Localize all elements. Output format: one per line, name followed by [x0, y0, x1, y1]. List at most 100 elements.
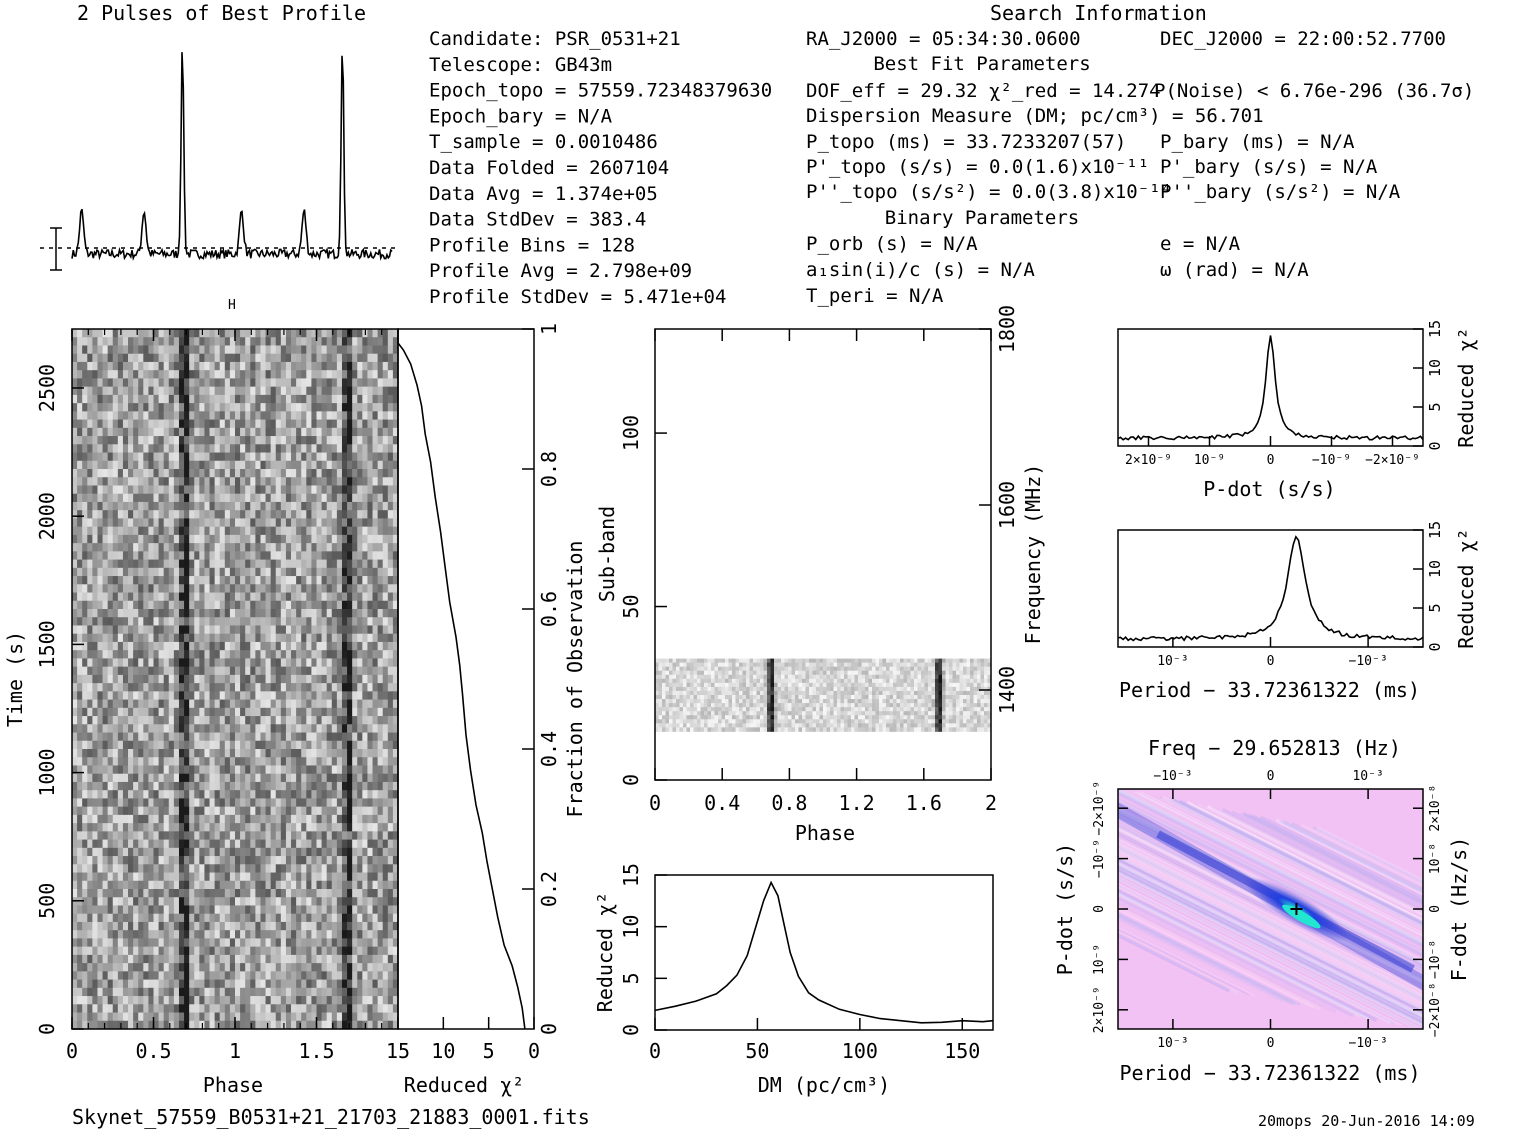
heat-cell [219, 963, 226, 972]
heat-cell [97, 880, 103, 890]
heat-cell [285, 666, 292, 676]
heat-cell [245, 790, 251, 799]
heat-cell [336, 954, 343, 964]
heat-cell [285, 609, 292, 618]
heat-cell [224, 864, 231, 873]
heat-cell [382, 625, 389, 635]
heat-cell [112, 403, 119, 412]
heat-cell [209, 938, 216, 948]
heat-cell [158, 600, 165, 610]
heat-cell [117, 823, 124, 832]
heat-cell [107, 378, 114, 388]
heat-cell [280, 823, 287, 832]
heat-cell [122, 930, 129, 939]
heat-cell [367, 469, 373, 478]
heat-cell [316, 526, 322, 536]
heat-cell [352, 889, 358, 898]
heat-cell [214, 361, 221, 371]
heat-cell [153, 592, 159, 602]
heat-cell [382, 814, 389, 824]
heat-cell [82, 740, 88, 750]
heat-cell [133, 485, 139, 495]
heat-cell [102, 864, 109, 873]
heat-cell [92, 691, 98, 700]
heat-cell [250, 732, 256, 742]
heat-cell [173, 617, 180, 626]
heat-cell [199, 872, 205, 882]
heat-cell [102, 436, 109, 445]
heat-cell [377, 773, 384, 783]
heat-cell [280, 625, 287, 635]
heat-cell [352, 518, 358, 528]
heat-cell [311, 576, 317, 585]
heat-cell [301, 749, 307, 758]
heat-cell [255, 716, 261, 725]
heat-cell [357, 856, 363, 865]
heat-cell [296, 609, 302, 618]
heat-cell [382, 452, 389, 462]
heat-cell [173, 567, 180, 577]
heat-cell [357, 905, 363, 915]
heat-cell [82, 469, 88, 478]
heat-cell [72, 485, 78, 495]
heat-cell [112, 609, 119, 618]
heat-cell [184, 749, 190, 758]
heat-cell [107, 518, 114, 528]
heat-cell [97, 617, 103, 626]
heat-cell [260, 724, 266, 733]
heat-cell [214, 880, 221, 890]
heat-cell [280, 469, 287, 478]
heat-cell [316, 576, 322, 585]
heat-cell [291, 666, 297, 676]
heat-cell [311, 518, 317, 528]
heat-cell [326, 403, 333, 412]
heat-cell [77, 716, 83, 725]
heat-cell [138, 460, 144, 470]
heat-cell [143, 477, 149, 486]
heat-cell [143, 394, 149, 404]
heat-cell [102, 386, 109, 396]
heat-cell [316, 773, 322, 783]
heat-cell [372, 856, 379, 865]
heat-cell [128, 790, 134, 799]
heat-cell [204, 419, 210, 429]
heat-cell [214, 716, 221, 725]
heat-cell [117, 567, 124, 577]
heat-cell [296, 749, 302, 758]
heat-cell [387, 856, 394, 865]
heat-cell [219, 584, 226, 593]
heat-cell [133, 469, 139, 478]
heat-cell [102, 757, 109, 766]
heat-cell [133, 477, 139, 486]
heat-cell [209, 617, 216, 626]
heat-cell [347, 765, 353, 775]
heat-cell [184, 864, 190, 873]
heat-cell [347, 790, 353, 799]
heat-cell [331, 600, 338, 610]
heat-cell [229, 889, 236, 898]
heat-cell [122, 370, 129, 379]
heat-cell [214, 666, 221, 676]
heat-cell [250, 781, 256, 791]
heat-cell [341, 567, 348, 577]
heat-cell [122, 625, 129, 635]
heat-cell [260, 584, 266, 593]
heat-cell [296, 897, 302, 906]
heat-cell [367, 419, 373, 429]
heat-cell [128, 551, 134, 560]
heat-cell [331, 353, 338, 363]
heat-cell [72, 963, 78, 972]
heat-cell [112, 798, 119, 808]
heat-cell [133, 567, 139, 577]
heat-cell [204, 666, 210, 676]
heat-cell [107, 617, 114, 626]
heat-cell [347, 740, 353, 750]
heat-cell [173, 329, 180, 338]
heat-cell [260, 386, 266, 396]
heat-cell [245, 938, 251, 948]
heat-cell [362, 757, 368, 766]
heat-cell [245, 749, 251, 758]
heat-cell [143, 361, 149, 371]
heat-cell [392, 658, 399, 668]
heat-cell [245, 921, 251, 931]
